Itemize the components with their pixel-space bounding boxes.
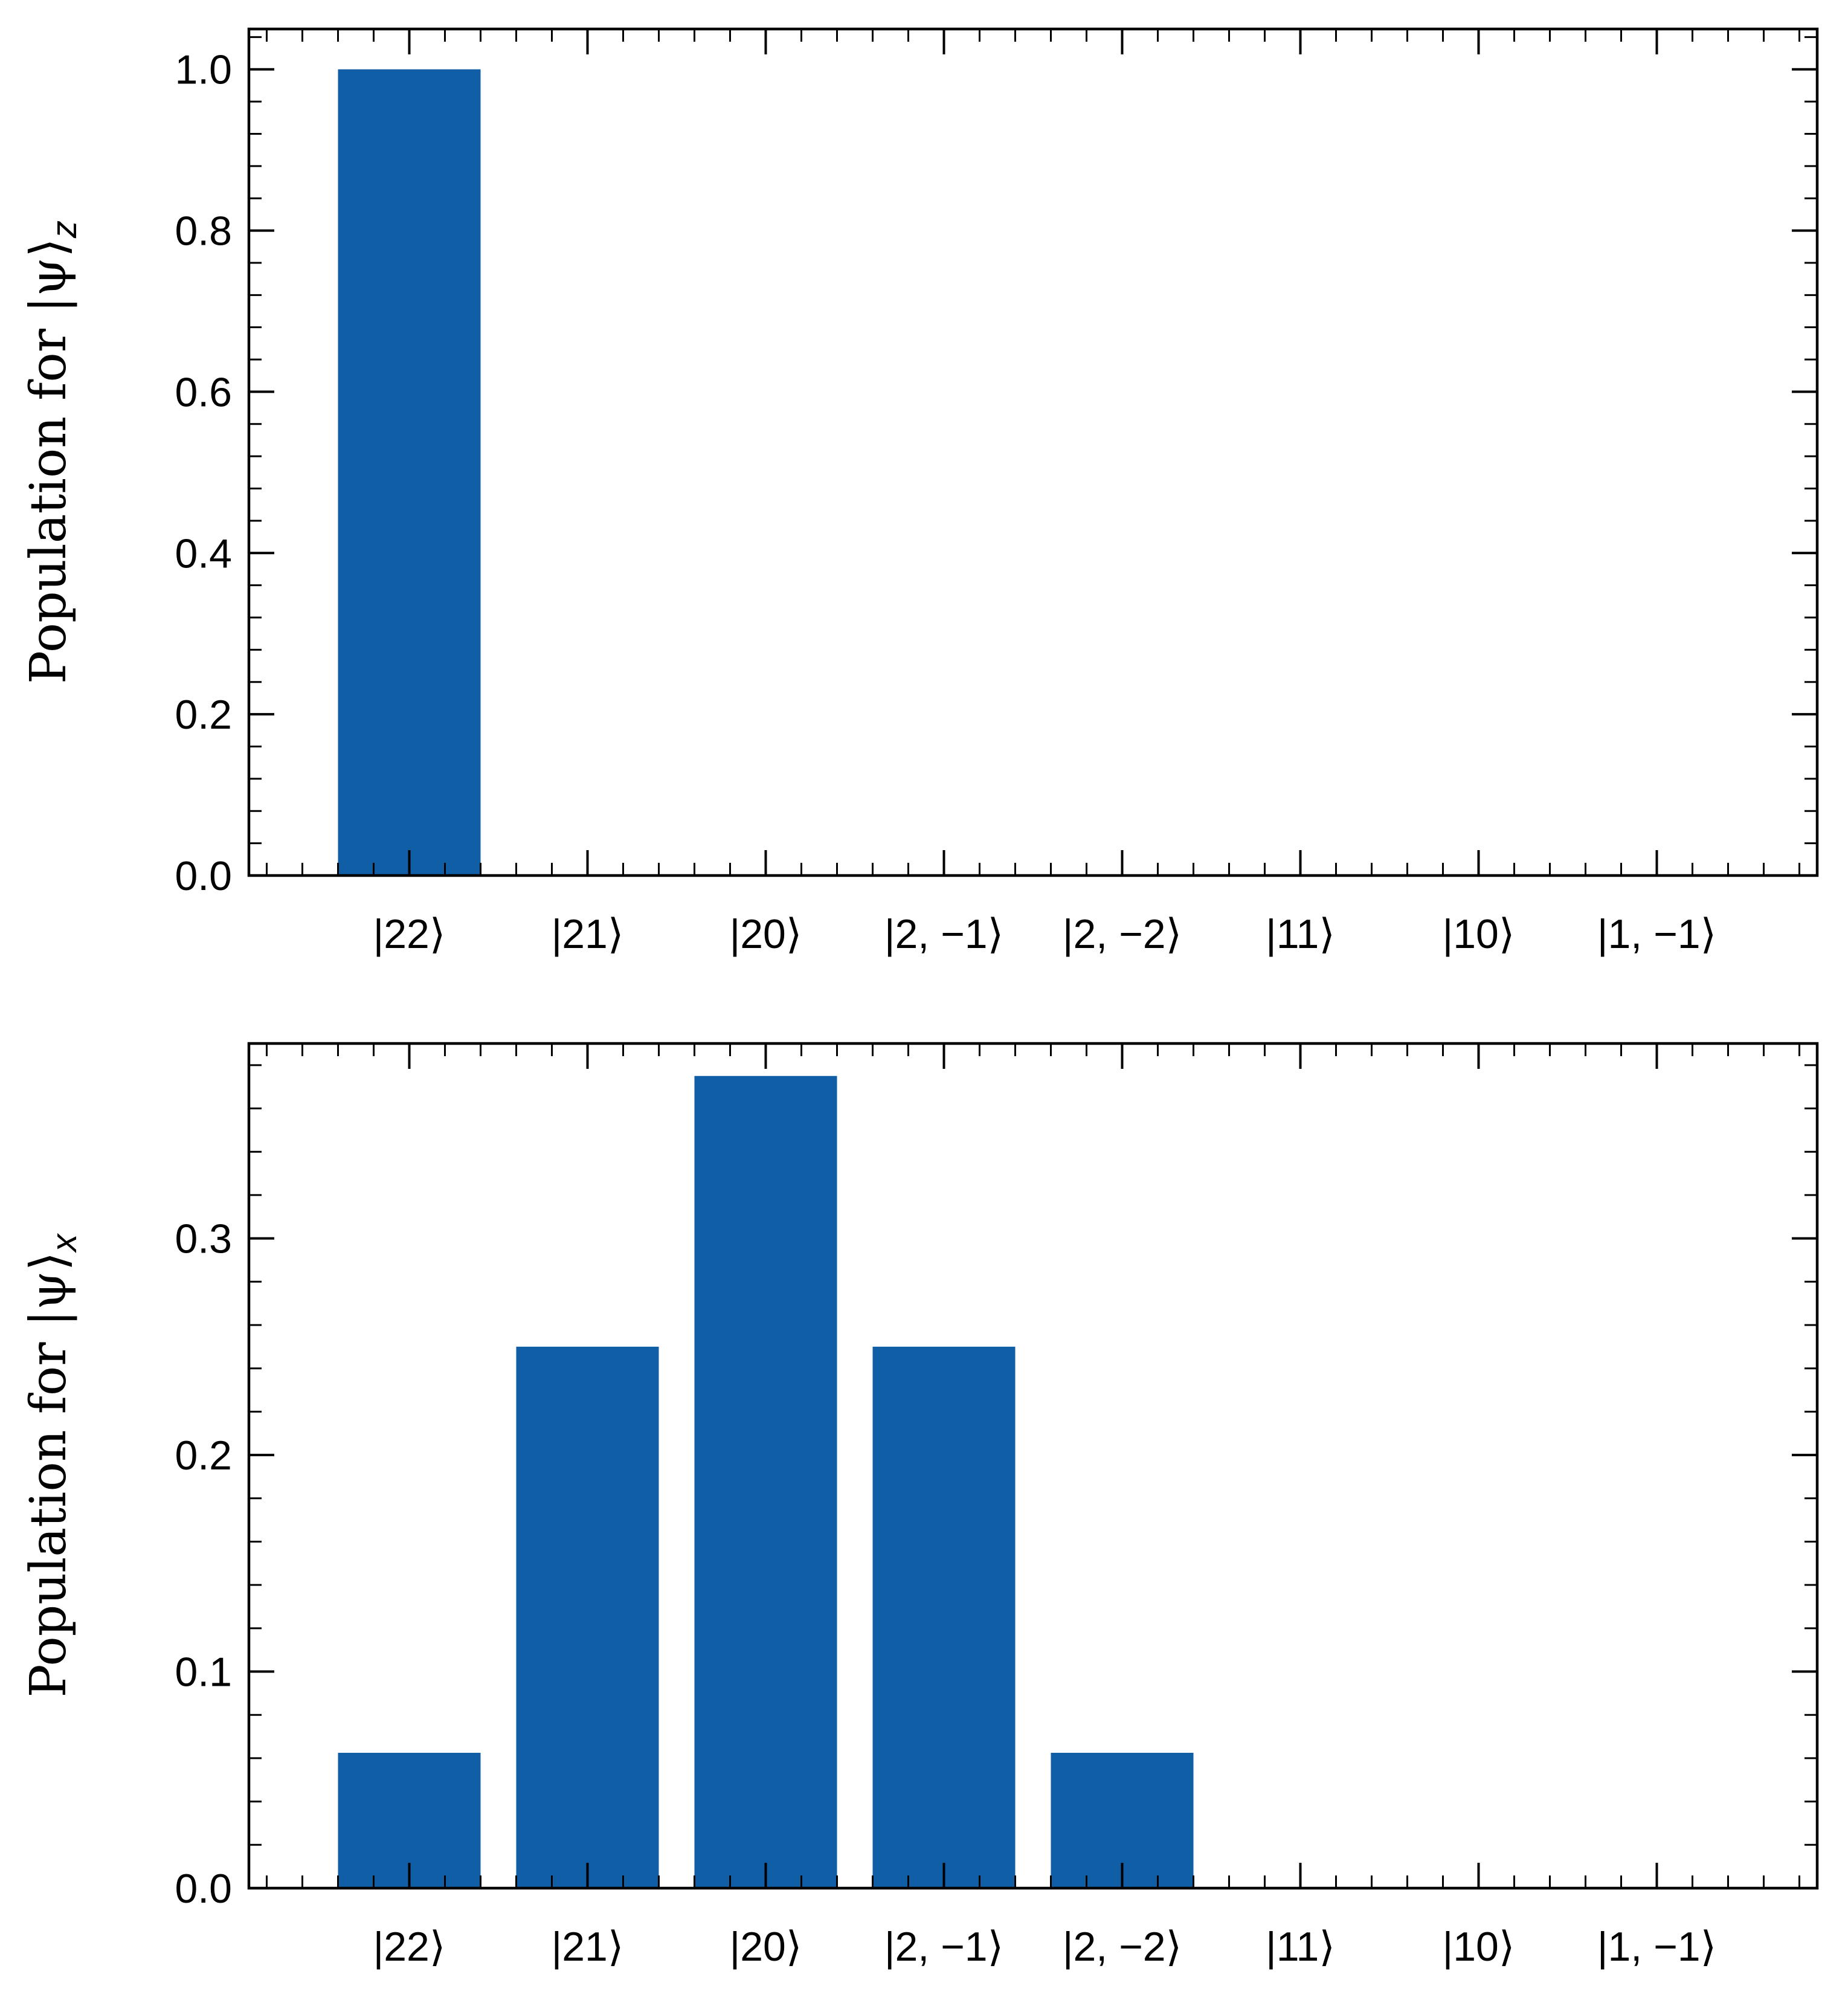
- bar-0: [338, 69, 481, 876]
- x-tick-label-2: |20⟩: [730, 911, 802, 957]
- x-tick-label-3: |2, −1⟩: [884, 1924, 1003, 1970]
- x-tick-label-7: |1, −1⟩: [1597, 911, 1716, 957]
- x-tick-label-2: |20⟩: [730, 1924, 802, 1970]
- bar-1: [516, 1346, 659, 1888]
- y-tick-label-0: 0.0: [175, 1866, 232, 1912]
- x-tick-label-1: |21⟩: [552, 1924, 624, 1970]
- y-axis-label: Population for |ψ⟩x: [20, 1233, 84, 1698]
- y-tick-label-0: 0.0: [175, 853, 232, 899]
- y-tick-label-2: 0.2: [175, 1433, 232, 1479]
- x-tick-label-6: |10⟩: [1443, 911, 1515, 957]
- x-tick-label-4: |2, −2⟩: [1063, 1924, 1182, 1970]
- y-tick-label-1: 0.1: [175, 1649, 232, 1695]
- axes-frame: [247, 27, 1819, 877]
- y-axis-label: Population for |ψ⟩z: [20, 221, 84, 684]
- x-tick-label-4: |2, −2⟩: [1063, 911, 1182, 957]
- y-tick-label-3: 0.6: [175, 369, 232, 415]
- top-panel: |22⟩ |21⟩ |20⟩ |2, −1⟩ |2, −2⟩ |11⟩ |10⟩ |1, −1…: [20, 27, 1819, 957]
- y-tick-label-1: 0.2: [175, 692, 232, 738]
- bottom-panel: |22⟩ |21⟩ |20⟩ |2, −1⟩ |2, −2⟩ |11⟩ |10⟩ |1, −1…: [20, 1042, 1819, 1970]
- y-tick-label-5: 1.0: [175, 47, 232, 93]
- bar-3: [872, 1346, 1016, 1888]
- x-tick-label-0: |22⟩: [373, 1924, 446, 1970]
- x-tick-label-7: |1, −1⟩: [1597, 1924, 1716, 1970]
- y-tick-label-2: 0.4: [175, 530, 232, 576]
- y-tick-label-3: 0.3: [175, 1216, 232, 1262]
- x-tick-label-5: |11⟩: [1266, 911, 1335, 957]
- x-tick-label-1: |21⟩: [552, 911, 624, 957]
- x-tick-label-5: |11⟩: [1266, 1924, 1335, 1970]
- x-tick-label-0: |22⟩: [373, 911, 446, 957]
- bar-2: [694, 1075, 837, 1888]
- axes-frame: [247, 1042, 1819, 1890]
- x-tick-label-6: |10⟩: [1443, 1924, 1515, 1970]
- x-tick-label-3: |2, −1⟩: [884, 911, 1003, 957]
- y-tick-label-4: 0.8: [175, 208, 232, 254]
